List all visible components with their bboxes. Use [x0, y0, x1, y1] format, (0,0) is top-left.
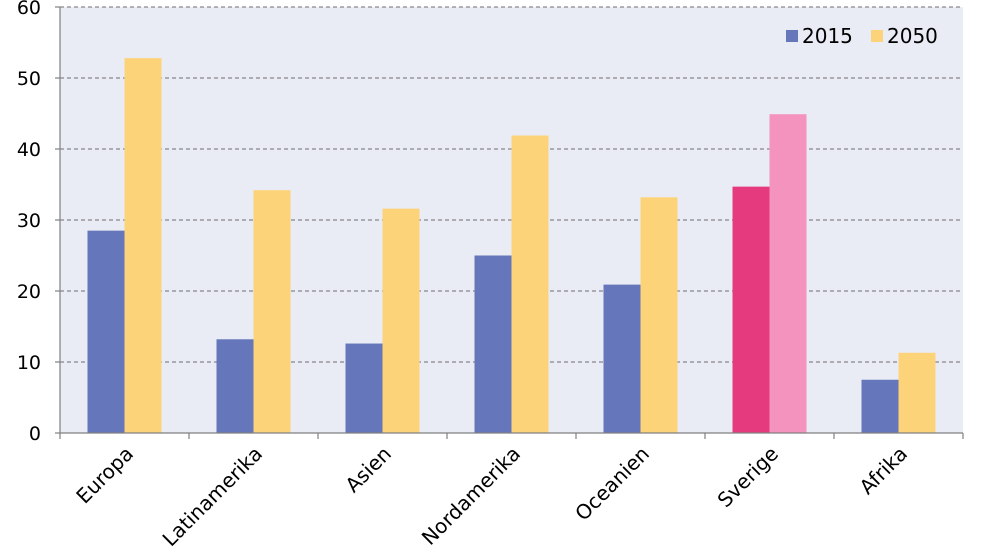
y-tick-labels: 0 10 20 30 40 50 60	[17, 0, 41, 445]
x-category-labels: Europa Latinamerika Asien Nordamerika Oceani…	[71, 442, 912, 551]
bar-2015-nordamerika	[474, 255, 512, 433]
y-tick-label: 0	[29, 423, 41, 445]
legend-label-2015: 2015	[802, 24, 853, 48]
x-category-label: Oceanien	[570, 442, 654, 526]
bar-2050-europa	[124, 58, 162, 434]
legend-swatch-2015	[786, 30, 798, 42]
y-tick-label: 40	[17, 139, 41, 161]
bar-2015-sverige	[732, 186, 770, 433]
bar-2015-latinamerika	[216, 339, 254, 433]
bar-2050-sverige	[769, 114, 807, 434]
y-tick-label: 20	[17, 281, 41, 303]
x-category-label: Sverige	[713, 442, 783, 512]
y-tick-label: 60	[17, 0, 41, 19]
bar-2015-asien	[345, 343, 383, 433]
bar-2050-asien	[382, 208, 420, 433]
legend: 2015 2050	[786, 24, 938, 48]
bar-2050-latinamerika	[253, 190, 291, 433]
bars	[87, 58, 936, 434]
legend-swatch-2050	[871, 30, 883, 42]
bar-2015-europa	[87, 230, 125, 433]
x-category-label: Latinamerika	[158, 442, 267, 551]
x-category-label: Asien	[340, 442, 396, 498]
bar-2050-afrika	[898, 352, 936, 433]
bar-2050-nordamerika	[511, 135, 549, 433]
axes	[55, 6, 964, 439]
x-category-label: Afrika	[855, 442, 912, 499]
bar-2015-oceanien	[603, 284, 641, 433]
x-category-label: Nordamerika	[417, 442, 525, 550]
y-tick-label: 50	[17, 68, 41, 90]
bar-2015-afrika	[861, 379, 899, 433]
bar-2050-oceanien	[640, 197, 678, 433]
x-category-label: Europa	[71, 442, 138, 509]
y-tick-label: 30	[17, 210, 41, 232]
legend-label-2050: 2050	[887, 24, 938, 48]
y-tick-label: 10	[17, 352, 41, 374]
